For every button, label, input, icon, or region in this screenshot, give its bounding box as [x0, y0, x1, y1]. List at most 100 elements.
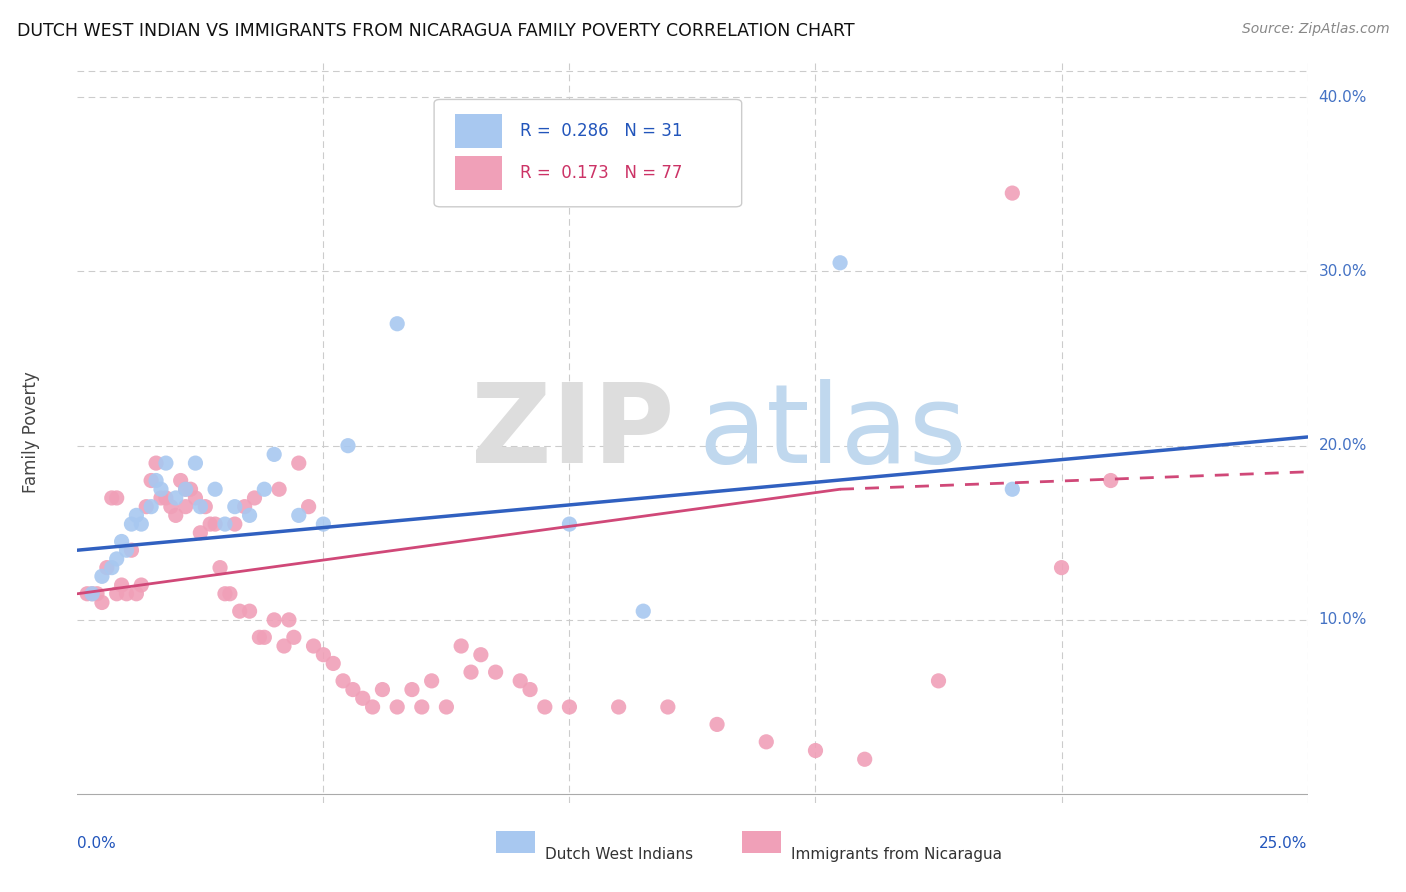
- Point: [519, 682, 541, 697]
- Point: [82, 587, 104, 601]
- Point: [420, 673, 443, 688]
- Point: [90, 569, 114, 583]
- Text: DUTCH WEST INDIAN VS IMMIGRANTS FROM NICARAGUA FAMILY POVERTY CORRELATION CHART: DUTCH WEST INDIAN VS IMMIGRANTS FROM NIC…: [17, 22, 855, 40]
- Bar: [456, 156, 502, 190]
- Point: [352, 691, 374, 706]
- Point: [263, 613, 285, 627]
- Point: [145, 456, 167, 470]
- Point: [509, 673, 531, 688]
- Point: [141, 500, 163, 514]
- Point: [129, 578, 153, 592]
- Point: [141, 474, 163, 488]
- Point: [233, 500, 256, 514]
- Point: [150, 491, 173, 505]
- Text: Dutch West Indians: Dutch West Indians: [546, 847, 693, 863]
- FancyBboxPatch shape: [434, 99, 742, 207]
- Point: [111, 578, 132, 592]
- Point: [657, 700, 679, 714]
- Point: [145, 474, 167, 488]
- Point: [228, 604, 252, 618]
- Point: [155, 491, 177, 505]
- Point: [436, 700, 458, 714]
- Point: [361, 700, 384, 714]
- Point: [928, 673, 950, 688]
- Point: [804, 743, 827, 757]
- Point: [135, 500, 157, 514]
- Point: [239, 604, 262, 618]
- Point: [121, 543, 143, 558]
- Point: [170, 474, 193, 488]
- Point: [253, 482, 276, 496]
- Point: [224, 500, 246, 514]
- Point: [1099, 474, 1122, 488]
- Point: [332, 673, 354, 688]
- Point: [283, 630, 305, 644]
- Point: [450, 639, 472, 653]
- Point: [111, 534, 132, 549]
- Point: [312, 648, 335, 662]
- Text: 30.0%: 30.0%: [1319, 264, 1367, 279]
- Point: [470, 648, 492, 662]
- Text: 40.0%: 40.0%: [1319, 90, 1367, 104]
- Point: [633, 604, 655, 618]
- Point: [125, 508, 148, 523]
- Text: 0.0%: 0.0%: [77, 836, 117, 851]
- Point: [411, 700, 433, 714]
- Point: [184, 491, 207, 505]
- Point: [101, 560, 124, 574]
- Point: [101, 491, 124, 505]
- Point: [204, 482, 226, 496]
- Point: [90, 595, 114, 609]
- Text: Immigrants from Nicaragua: Immigrants from Nicaragua: [792, 847, 1002, 863]
- Text: ZIP: ZIP: [471, 379, 673, 486]
- Bar: [496, 831, 536, 853]
- Point: [558, 517, 581, 532]
- Point: [558, 700, 581, 714]
- Point: [342, 682, 364, 697]
- Point: [105, 552, 128, 566]
- Point: [253, 630, 276, 644]
- Point: [121, 517, 143, 532]
- Point: [460, 665, 482, 680]
- Point: [76, 587, 98, 601]
- Point: [269, 482, 291, 496]
- Point: [188, 525, 212, 540]
- Point: [243, 491, 266, 505]
- Point: [302, 639, 325, 653]
- Point: [485, 665, 508, 680]
- Bar: [742, 831, 782, 853]
- Point: [534, 700, 557, 714]
- Point: [209, 560, 232, 574]
- Point: [204, 517, 226, 532]
- Point: [607, 700, 630, 714]
- Bar: [456, 114, 502, 147]
- Point: [853, 752, 876, 766]
- Point: [86, 587, 108, 601]
- Point: [194, 500, 217, 514]
- Text: 25.0%: 25.0%: [1260, 836, 1308, 851]
- Point: [1050, 560, 1073, 574]
- Point: [385, 317, 409, 331]
- Point: [219, 587, 242, 601]
- Point: [371, 682, 394, 697]
- Point: [385, 700, 409, 714]
- Point: [82, 587, 104, 601]
- Point: [200, 517, 222, 532]
- Point: [1001, 482, 1024, 496]
- Point: [214, 587, 236, 601]
- Point: [115, 543, 138, 558]
- Point: [105, 587, 128, 601]
- Text: 10.0%: 10.0%: [1319, 613, 1367, 627]
- Text: R =  0.173   N = 77: R = 0.173 N = 77: [520, 164, 682, 182]
- Point: [174, 500, 197, 514]
- Point: [105, 491, 128, 505]
- Point: [706, 717, 728, 731]
- Point: [174, 482, 197, 496]
- Point: [830, 256, 852, 270]
- Point: [263, 447, 285, 461]
- Point: [288, 508, 311, 523]
- Point: [278, 613, 301, 627]
- Text: 20.0%: 20.0%: [1319, 438, 1367, 453]
- Point: [188, 500, 212, 514]
- Point: [273, 639, 295, 653]
